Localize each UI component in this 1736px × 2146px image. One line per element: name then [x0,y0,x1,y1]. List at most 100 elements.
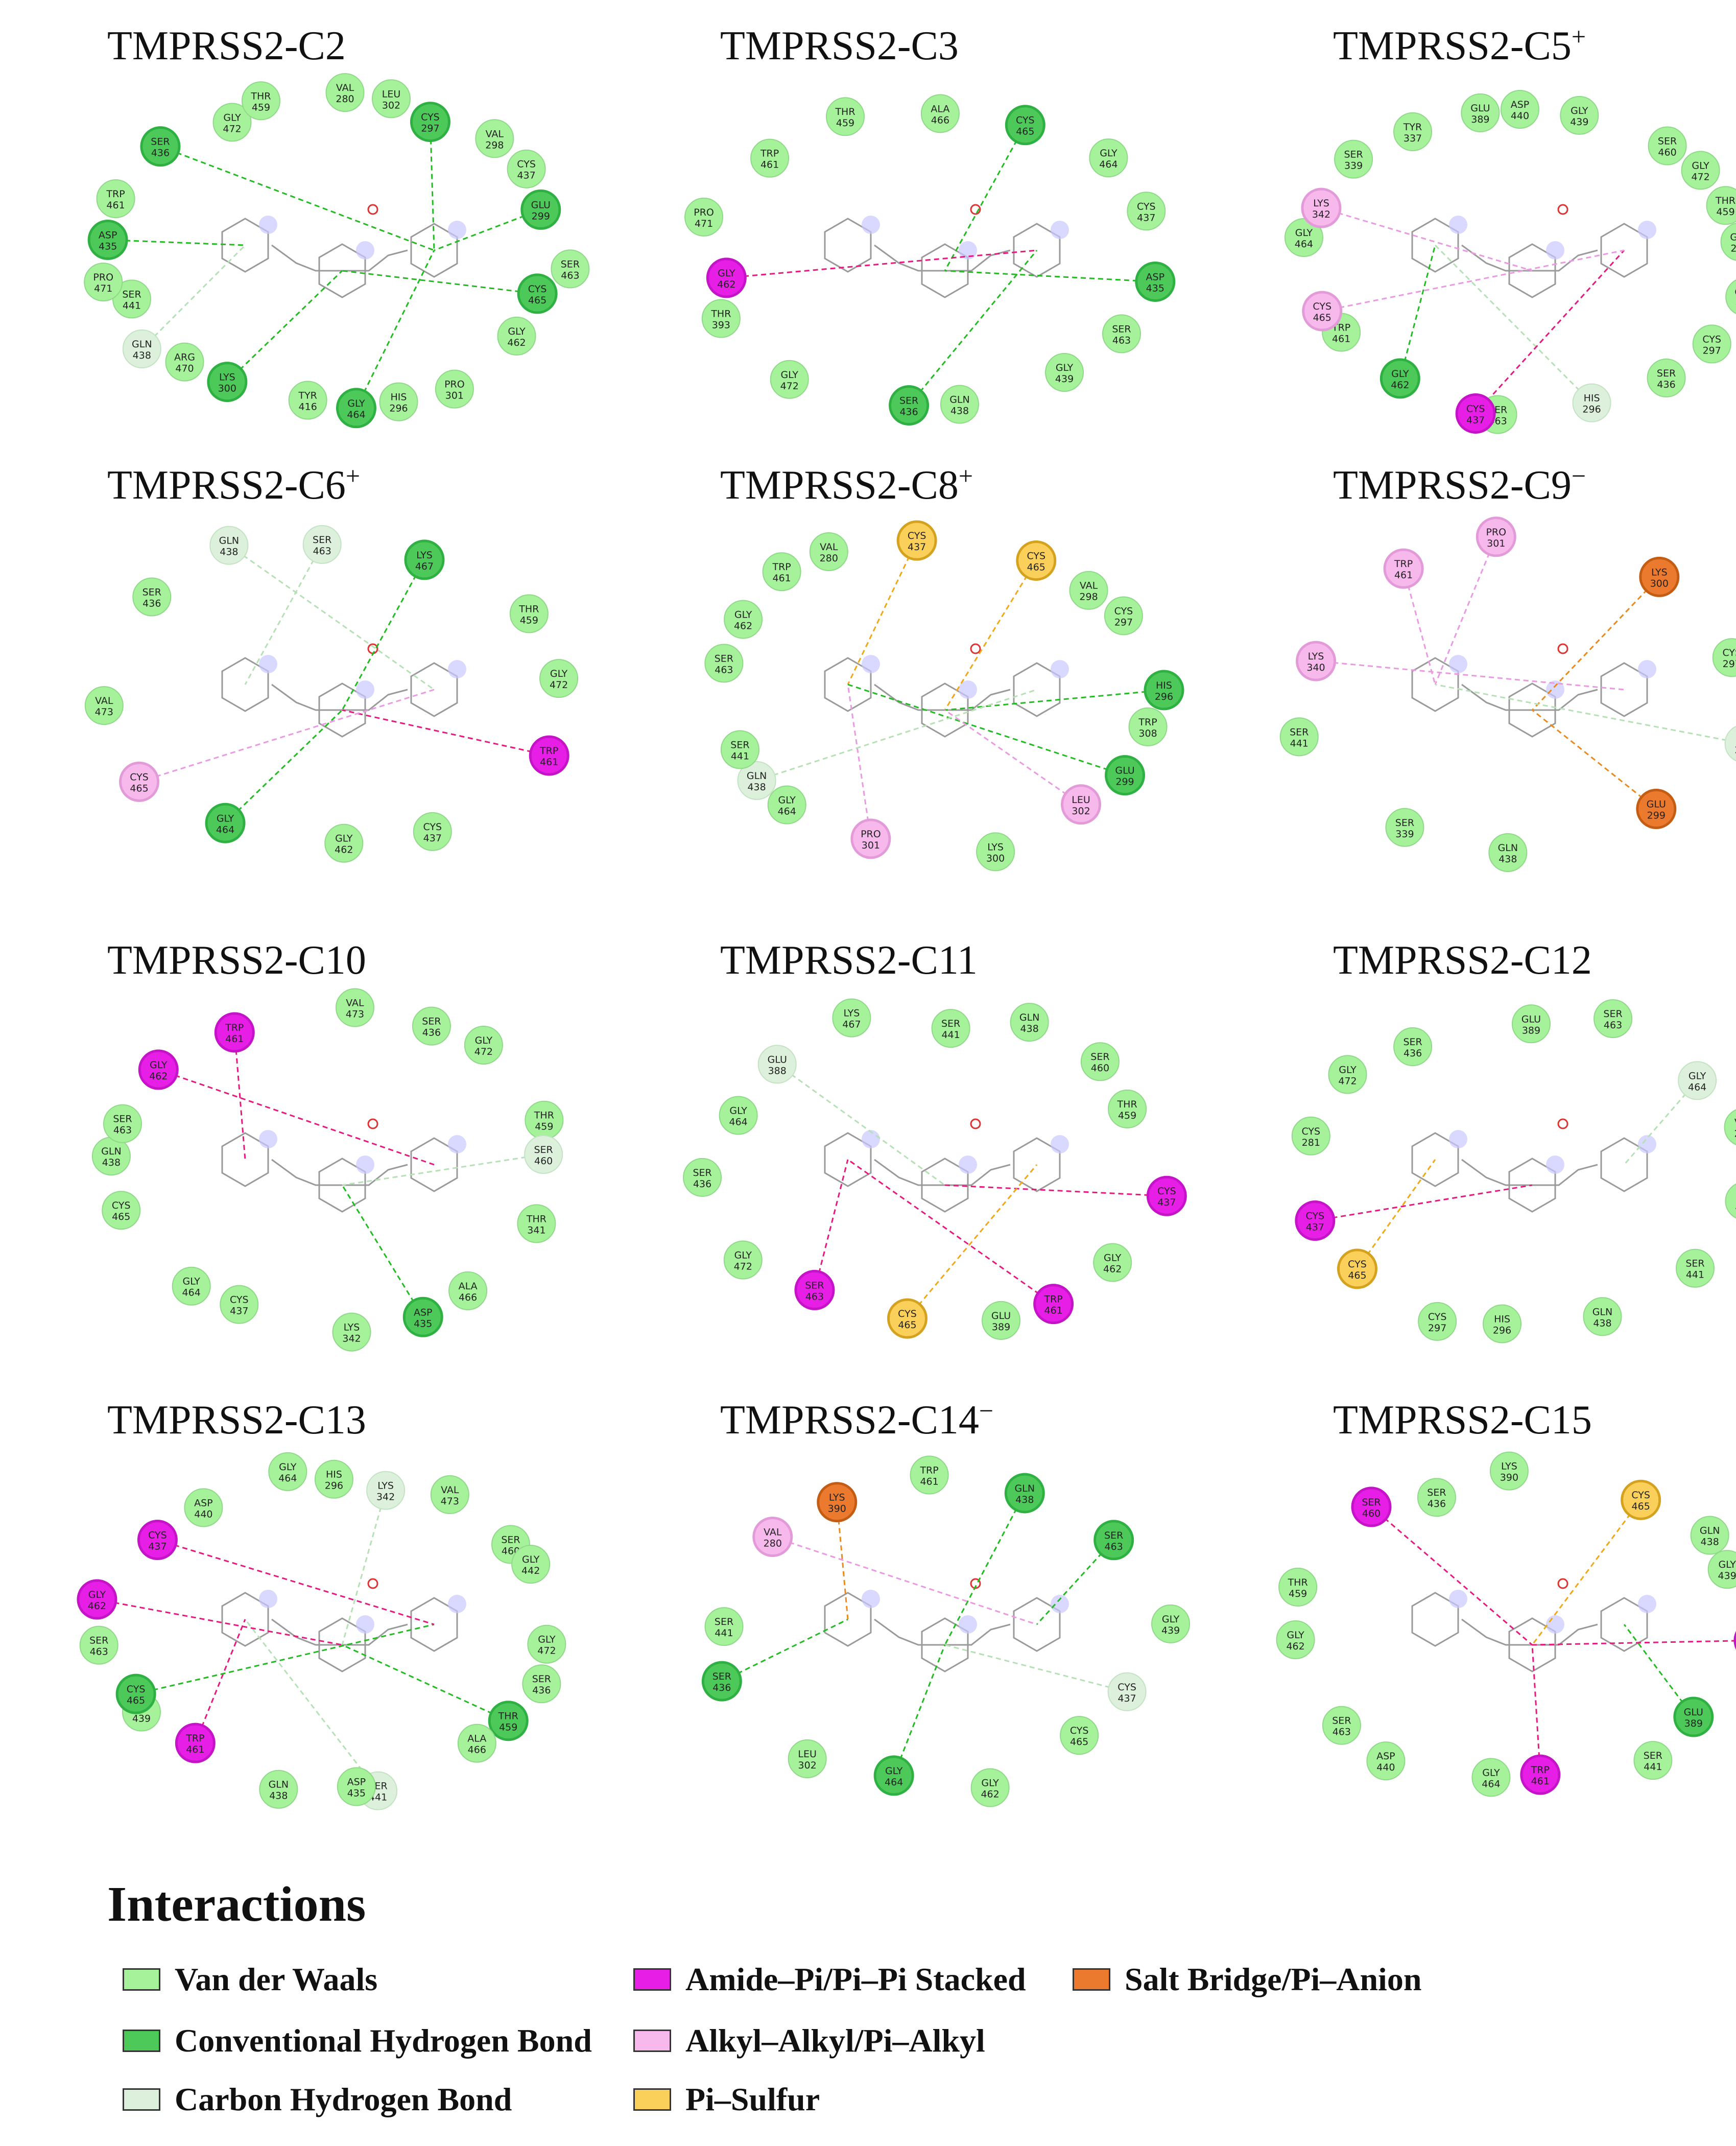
solvent-exposure-halo [1051,660,1069,678]
interaction-line-conv-hbond [908,250,1038,406]
residue-number: 464 [1099,159,1117,170]
residue-disc [1417,1478,1456,1517]
residue-disc [1647,358,1686,397]
residue-number: 461 [225,1033,244,1045]
residue-name: SER [1603,1008,1622,1020]
interaction-line-pi-stack [1531,1644,1541,1775]
residue-name: GLN [101,1146,122,1157]
solvent-exposure-halo [1051,1135,1069,1153]
charge-sign: + [958,461,973,490]
residue-number: 462 [1391,380,1409,391]
interaction-line-carbon-hbond [342,1153,544,1186]
charge-sign: + [1571,22,1586,51]
residue-name: PRO [1486,527,1506,538]
solvent-exposure-halo [448,1595,466,1613]
interaction-line-conv-hbond [224,709,343,824]
residue-disc [1678,1061,1717,1100]
residue-name: VAL [1734,1117,1736,1128]
residue-name: GLY [475,1035,493,1046]
interaction-line-conv-hbond [429,122,435,251]
interaction-line-alkyl [944,709,1082,806]
residue-disc [1366,1741,1406,1781]
residue-disc [1010,1003,1049,1042]
residue-disc [724,600,763,639]
residue-name: GLY [778,795,796,806]
residue-name: CYS [528,284,547,295]
residue-number: 465 [112,1211,130,1222]
residue-disc [1500,89,1539,129]
residue-disc [826,97,865,136]
residue-name: GLU [531,199,551,210]
ligand-structure [1411,643,1656,738]
residue-number: 280 [820,553,838,564]
residue-disc [212,103,252,142]
ligand-structure [1411,1578,1656,1672]
residue-name: CYS [1348,1259,1367,1270]
residue-name: SER [1658,135,1677,147]
residue-disc [119,761,160,802]
residue-disc [448,1271,488,1310]
residue-number: 339 [1395,829,1414,840]
interaction-line-alkyl [139,689,435,783]
residue-number: 460 [1658,147,1676,158]
residue-number: 281 [1302,1137,1320,1148]
ligand-structure [824,1578,1069,1672]
residue-disc [1302,291,1343,332]
residue-name: SER [122,289,141,300]
residue-disc [1720,223,1736,261]
panel-tmprss2-c3: TMPRSS2-C3 ALA 466 CYS 465 GLY 464 CYS 437 ASP 435… [669,20,1231,444]
residue-disc [1455,393,1496,434]
residue-disc [102,1191,141,1230]
residue-number: 300 [1650,578,1669,589]
residue-name: LEU [382,88,401,100]
residue-number: 461 [540,757,558,768]
residue-name: SER [422,1016,441,1027]
residue-name: CYS [423,821,442,833]
solvent-exposure-halo [356,241,374,260]
residue-disc [1328,1055,1367,1094]
panel-tmprss2-c15: TMPRSS2-C15LYS390CYS465GLN438GLY439CYS43… [1256,1395,1736,1819]
residue-name: THR [250,90,271,102]
ligand-chain [1461,683,1598,711]
interaction-line-conv-hbond [944,1493,1026,1645]
solvent-exposure-halo [1546,680,1564,699]
oxygen-atom [367,1578,378,1589]
residue-number: 342 [376,1492,395,1503]
residue-number: 464 [1482,1778,1500,1789]
residue-name: CYS [1070,1725,1089,1736]
residue-disc [524,1135,563,1174]
oxygen-atom [970,643,981,654]
panel-tmprss2-c8: TMPRSS2-C8+ CYS 437 CYS 465 VAL 298 CYS 297 HIS 29… [669,460,1231,884]
panel-title: TMPRSS2-C15 [1333,1398,1592,1443]
residue-number: 441 [715,1628,733,1639]
residue-disc [410,102,450,143]
residue-disc [1004,1473,1045,1514]
residue-number: 297 [1723,658,1736,670]
residue-disc [720,730,759,769]
residue-disc [1636,788,1677,829]
residue-number: 459 [252,102,270,113]
residue-disc [719,1096,758,1135]
residue-name: THR [710,309,731,320]
ligand-chain [1461,1159,1598,1186]
